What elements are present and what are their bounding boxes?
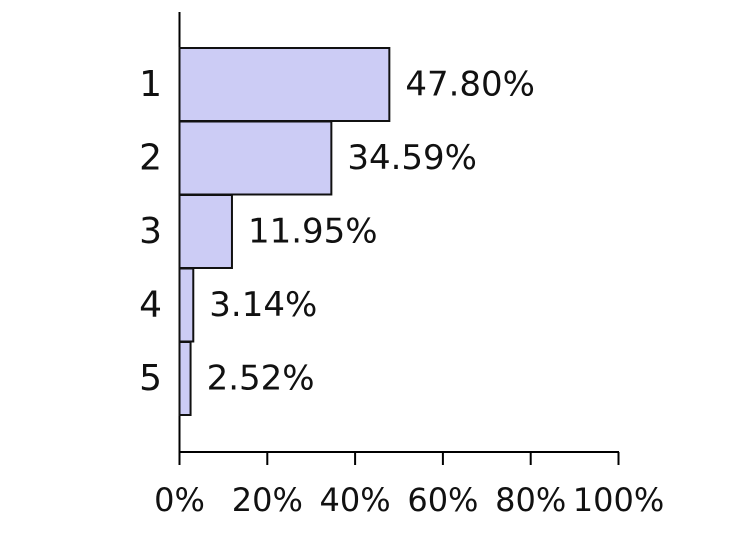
category-label-5: 5 bbox=[139, 358, 162, 399]
x-tick-label-0: 0% bbox=[154, 481, 205, 519]
x-tick-label-60: 60% bbox=[407, 481, 478, 519]
category-label-2: 2 bbox=[139, 138, 162, 179]
value-label-5: 2.52% bbox=[207, 359, 315, 399]
bar-1 bbox=[178, 47, 391, 122]
category-label-4: 4 bbox=[139, 285, 162, 326]
x-tick-label-40: 40% bbox=[320, 481, 391, 519]
x-tick-label-20: 20% bbox=[232, 481, 303, 519]
bar-2 bbox=[178, 120, 333, 196]
category-label-3: 3 bbox=[139, 211, 162, 252]
value-label-1: 47.80% bbox=[405, 65, 535, 105]
x-tick-label-80: 80% bbox=[495, 481, 566, 519]
category-label-1: 1 bbox=[139, 64, 162, 105]
category-labels: 1 2 3 4 5 bbox=[139, 64, 162, 399]
bar-4 bbox=[178, 267, 195, 343]
bar-3 bbox=[178, 194, 233, 269]
bar-5 bbox=[178, 341, 192, 416]
x-axis-ticks: 0% 20% 40% 60% 80% 100% bbox=[154, 452, 664, 519]
value-labels: 47.80% 34.59% 11.95% 3.14% 2.52% bbox=[207, 65, 535, 399]
x-tick-label-100: 100% bbox=[573, 481, 664, 519]
bars-group bbox=[178, 47, 391, 416]
value-label-3: 11.95% bbox=[248, 212, 378, 252]
value-label-4: 3.14% bbox=[209, 285, 317, 325]
value-label-2: 34.59% bbox=[347, 138, 477, 178]
